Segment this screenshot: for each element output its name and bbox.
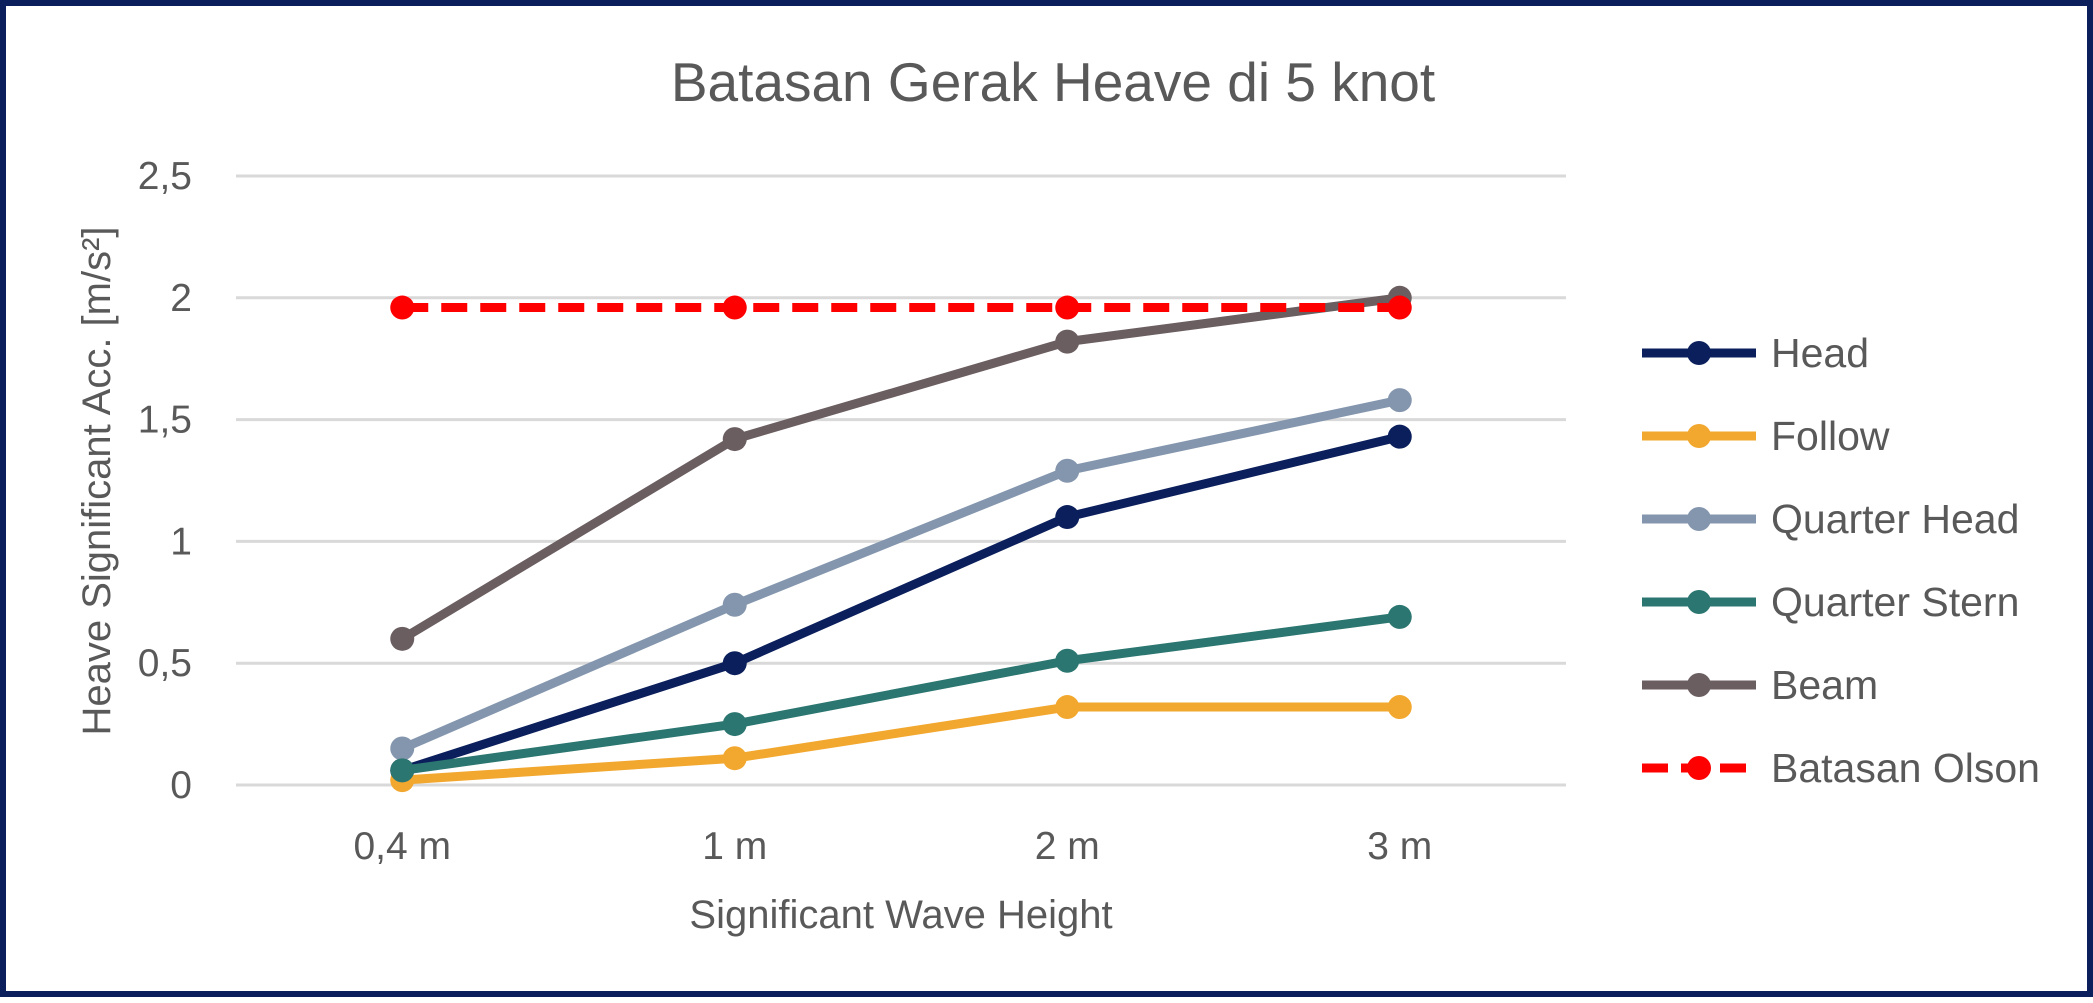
data-point [1055, 329, 1080, 354]
legend-swatch-marker [1687, 590, 1711, 614]
data-point [722, 712, 747, 737]
legend-label: Batasan Olson [1771, 745, 2040, 791]
data-point [1055, 505, 1080, 530]
series-head [390, 424, 1412, 783]
y-axis-ticks: 0 0,5 1 1,5 2 2,5 [138, 155, 192, 807]
legend: Head Follow Quarter Head Quarter Stern Beam B… [1642, 330, 2040, 791]
data-point [1055, 648, 1080, 673]
data-point [1387, 424, 1412, 449]
series-follow [390, 695, 1412, 793]
legend-label: Head [1771, 330, 1869, 376]
legend-label: Beam [1771, 662, 1878, 708]
series-line [397, 395, 1405, 753]
data-point [1387, 695, 1412, 720]
legend-item: Quarter Stern [1642, 579, 2019, 625]
data-point [1055, 295, 1080, 320]
y-tick-label: 2 [170, 277, 192, 320]
legend-swatch-marker [1687, 507, 1711, 531]
data-point [1387, 295, 1412, 320]
legend-item: Quarter Head [1642, 496, 2019, 542]
series-line [397, 612, 1405, 775]
y-tick-label: 0 [170, 764, 192, 807]
data-point [722, 427, 747, 452]
data-point [390, 758, 415, 783]
legend-label: Quarter Head [1771, 496, 2019, 542]
data-point [722, 746, 747, 771]
series-line [397, 702, 1405, 785]
legend-item: Batasan Olson [1642, 745, 2040, 791]
y-tick-label: 0,5 [138, 642, 192, 685]
legend-item: Head [1642, 330, 1869, 376]
data-point [722, 295, 747, 320]
legend-item: Beam [1642, 662, 1878, 708]
x-axis-title: Significant Wave Height [689, 893, 1112, 937]
x-tick-label: 2 m [1035, 825, 1100, 868]
data-point [1387, 604, 1412, 629]
legend-swatch-marker [1687, 424, 1711, 448]
data-point [1387, 388, 1412, 413]
series-batasan-olson [390, 295, 1412, 320]
data-point [1055, 695, 1080, 720]
data-point [1055, 458, 1080, 483]
data-point [390, 626, 415, 651]
data-point [722, 651, 747, 676]
y-tick-label: 1,5 [138, 399, 192, 442]
series-line [397, 293, 1405, 644]
legend-swatch-marker [1687, 673, 1711, 697]
series-quarter-head [390, 388, 1412, 761]
y-tick-label: 2,5 [138, 155, 192, 198]
x-tick-label: 3 m [1367, 825, 1432, 868]
legend-item: Follow [1642, 413, 1890, 459]
line-chart: Batasan Gerak Heave di 5 knot 0 0,5 1 1,5 2 2… [75, 51, 2040, 937]
legend-swatch-marker [1687, 341, 1711, 365]
series-quarter-stern [390, 604, 1412, 783]
chart-title: Batasan Gerak Heave di 5 knot [671, 51, 1435, 113]
series-group [390, 285, 1412, 793]
data-point [722, 592, 747, 617]
x-axis-ticks: 0,4 m 1 m 2 m 3 m [353, 825, 1432, 868]
series-line [397, 432, 1405, 775]
y-axis-title: Heave Significant Acc. [m/s²] [75, 226, 119, 735]
legend-label: Quarter Stern [1771, 579, 2019, 625]
x-tick-label: 0,4 m [353, 825, 451, 868]
legend-swatch-marker [1687, 756, 1711, 780]
y-tick-label: 1 [170, 520, 192, 563]
data-point [390, 295, 415, 320]
legend-label: Follow [1771, 413, 1890, 459]
data-point [390, 736, 415, 761]
x-tick-label: 1 m [702, 825, 767, 868]
